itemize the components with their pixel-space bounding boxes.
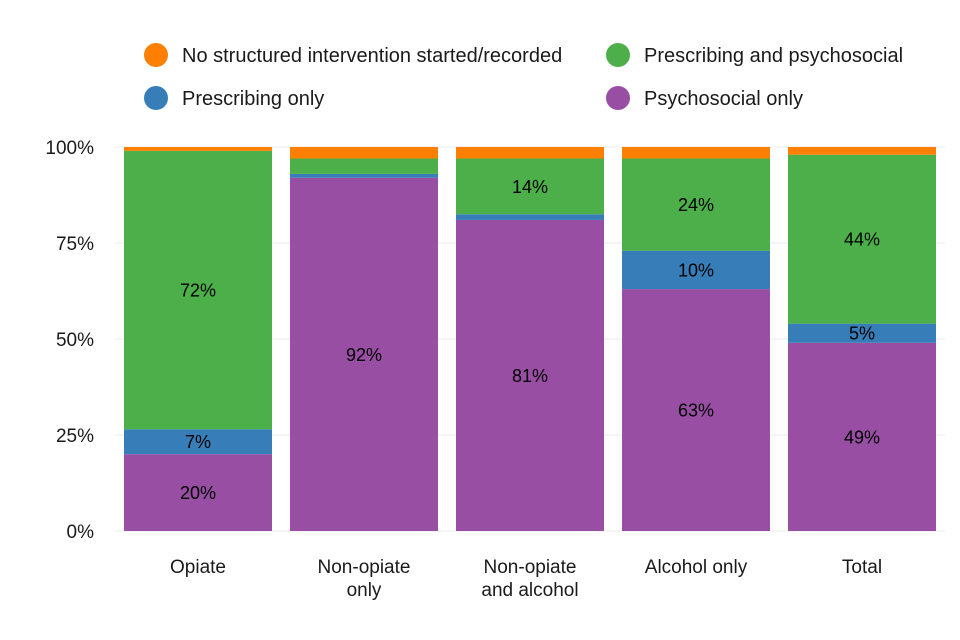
x-tick-label: Alcohol only xyxy=(645,557,748,578)
data-label: 14% xyxy=(512,177,548,197)
data-label: 81% xyxy=(512,366,548,386)
bar-segment xyxy=(622,250,770,290)
bar-segment xyxy=(788,147,936,155)
y-tick-label: 75% xyxy=(56,234,94,255)
x-tick-label: Opiate xyxy=(170,557,226,578)
bar-segment xyxy=(124,147,272,151)
legend-swatch xyxy=(606,86,630,110)
bar-segment xyxy=(290,173,438,178)
bar-segment xyxy=(290,147,438,159)
legend-label: Prescribing and psychosocial xyxy=(644,45,903,67)
x-tick-label: Non-opiate and alcohol xyxy=(481,557,578,601)
legend-item: Prescribing only xyxy=(144,86,324,110)
x-tick-label: Total xyxy=(842,557,882,578)
data-label: 92% xyxy=(346,345,382,365)
data-labels: 20% 7% 72% 92% 81% 14% 63% 10% 24% 49% 5% 44% xyxy=(180,177,880,503)
bar-segment xyxy=(290,158,438,174)
bar-segment xyxy=(622,147,770,159)
legend-item: Prescribing and psychosocial xyxy=(606,43,903,67)
bar-segment xyxy=(622,289,770,531)
bar-segment xyxy=(788,323,936,343)
data-label: 10% xyxy=(678,260,714,280)
data-label: 5% xyxy=(849,324,875,344)
legend-swatch xyxy=(144,43,168,67)
y-axis: 0% 25% 50% 75% 100% xyxy=(45,138,94,543)
legend-item: No structured intervention started/recor… xyxy=(144,43,562,67)
y-tick-label: 50% xyxy=(56,330,94,351)
data-label: 24% xyxy=(678,195,714,215)
bars xyxy=(124,147,936,531)
y-tick-label: 25% xyxy=(56,426,94,447)
legend-label: Psychosocial only xyxy=(644,88,803,110)
data-label: 49% xyxy=(844,427,880,447)
data-label: 63% xyxy=(678,401,714,421)
bar-segment xyxy=(124,150,272,430)
data-label: 7% xyxy=(185,432,211,452)
bar-segment xyxy=(124,454,272,531)
legend-label: Prescribing only xyxy=(182,88,324,110)
legend: No structured intervention started/recor… xyxy=(144,43,903,110)
bar-segment xyxy=(788,154,936,324)
bar-segment xyxy=(456,158,604,215)
data-label: 44% xyxy=(844,230,880,250)
x-axis: Opiate Non-opiate only Non-opiate and alcoho… xyxy=(170,557,882,601)
bar-segment xyxy=(124,429,272,455)
data-label: 20% xyxy=(180,483,216,503)
bar-segment xyxy=(456,147,604,159)
bar-segment xyxy=(456,219,604,531)
legend-item: Psychosocial only xyxy=(606,86,803,110)
bar-segment xyxy=(622,158,770,251)
x-tick-label: Non-opiate only xyxy=(318,557,411,601)
y-tick-label: 0% xyxy=(67,522,95,543)
legend-swatch xyxy=(144,86,168,110)
bar-segment xyxy=(788,342,936,531)
y-tick-label: 100% xyxy=(45,138,94,159)
data-label: 72% xyxy=(180,281,216,301)
legend-label: No structured intervention started/recor… xyxy=(182,45,562,67)
bar-segment xyxy=(290,177,438,531)
legend-swatch xyxy=(606,43,630,67)
bar-segment xyxy=(456,214,604,220)
